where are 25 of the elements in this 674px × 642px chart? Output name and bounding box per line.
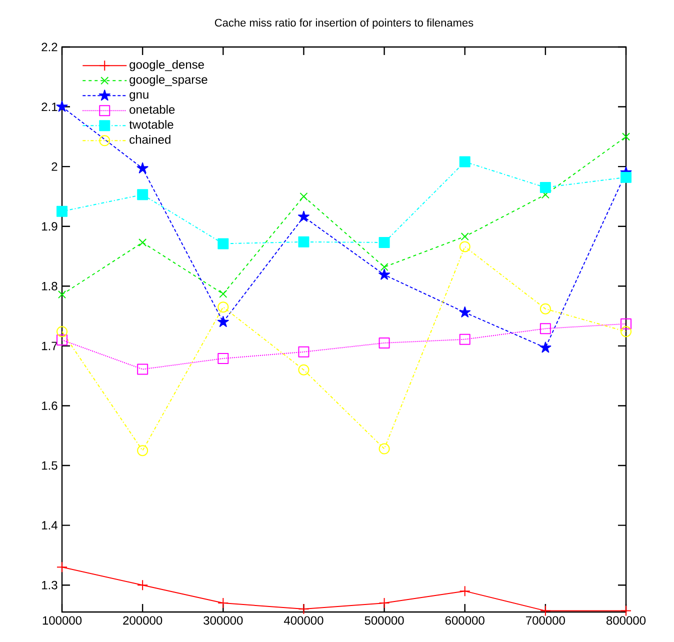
x-tick-label: 800000: [606, 616, 646, 625]
y-tick-label: 1.9: [42, 222, 58, 231]
y-tick-label: 1.7: [42, 342, 58, 350]
y-tick-label: 1.5: [42, 461, 58, 470]
legend-label: google_sparse: [130, 74, 208, 86]
chart-title: Cache miss ratio for insertion of pointers to filenames: [214, 18, 474, 29]
x-tick-label: 200000: [123, 616, 162, 625]
x-tick-label: 300000: [204, 616, 243, 625]
legend-label: twotable: [129, 120, 174, 129]
x-tick-label: 400000: [284, 616, 324, 625]
x-tick-label: 700000: [526, 616, 565, 625]
y-tick-label: 2.2: [42, 42, 58, 52]
y-tick-label: 2.1: [42, 102, 58, 111]
legend-label: onetable: [130, 104, 175, 114]
legend-label: chained: [130, 134, 170, 144]
x-tick-label: 500000: [364, 616, 404, 625]
legend-label: google_dense: [130, 60, 204, 72]
y-tick-label: 1.6: [42, 401, 58, 410]
y-tick-label: 1.3: [42, 580, 58, 590]
y-tick-label: 2: [52, 162, 58, 171]
y-tick-label: 1.8: [42, 282, 58, 290]
x-tick-label: 100000: [42, 616, 82, 625]
y-tick-label: 1.4: [42, 521, 58, 530]
legend-label: gnu: [130, 92, 148, 102]
x-tick-label: 600000: [445, 616, 484, 625]
